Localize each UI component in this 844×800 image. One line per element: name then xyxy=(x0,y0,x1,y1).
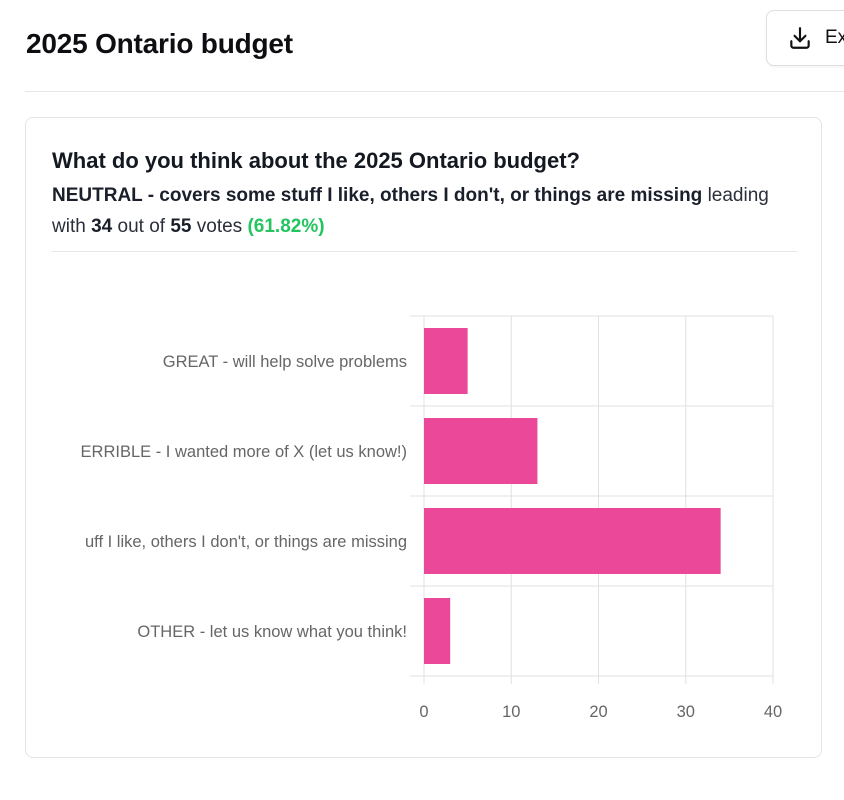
leading-option: NEUTRAL - covers some stuff I like, othe… xyxy=(52,185,703,206)
poll-question: What do you think about the 2025 Ontario… xyxy=(52,148,580,173)
bar-3 xyxy=(424,508,721,574)
x-tick-label: 20 xyxy=(589,703,607,721)
out-of-text: out of xyxy=(117,216,166,237)
x-tick-label: 10 xyxy=(502,703,520,721)
total-votes: 55 xyxy=(170,216,192,237)
results-bar-chart: GREAT - will help solve problems ERRIBLE … xyxy=(81,315,782,721)
category-label-2: ERRIBLE - I wanted more of X (let us kno… xyxy=(81,443,407,461)
bar-1 xyxy=(424,328,468,394)
votes-text: votes xyxy=(196,216,243,237)
x-tick-label: 40 xyxy=(764,703,782,721)
export-button[interactable]: Ex xyxy=(766,10,844,66)
category-label-4: OTHER - let us know what you think! xyxy=(137,623,407,641)
leading-votes: 34 xyxy=(91,216,113,237)
header-divider xyxy=(25,91,844,92)
bar-2 xyxy=(424,418,538,484)
bar-4 xyxy=(424,598,451,664)
card-divider xyxy=(52,251,797,252)
leading-with-text: leading with xyxy=(52,185,769,237)
leading-percent: (61.82%) xyxy=(247,216,325,237)
page-title: 2025 Ontario budget xyxy=(26,28,293,59)
poll-summary: NEUTRAL - covers some stuff I like, othe… xyxy=(52,180,772,242)
category-label-1: GREAT - will help solve problems xyxy=(163,353,407,371)
category-label-3: uff I like, others I don't, or things ar… xyxy=(85,533,407,551)
download-icon xyxy=(787,25,813,51)
poll-card: What do you think about the 2025 Ontario… xyxy=(25,117,822,758)
export-button-label: Ex xyxy=(825,27,844,48)
x-tick-label: 0 xyxy=(419,703,428,721)
x-tick-label: 30 xyxy=(677,703,695,721)
